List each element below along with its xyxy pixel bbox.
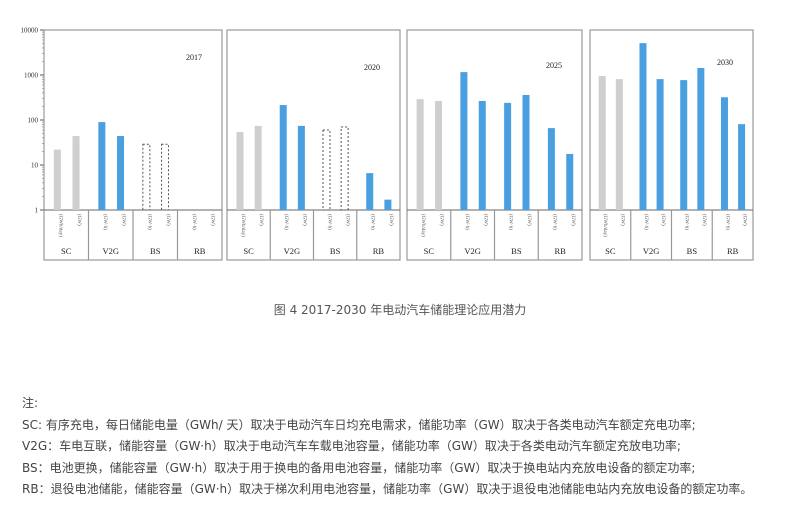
notes-title: 注: — [22, 396, 39, 410]
bar-unit-label: (GW) — [121, 214, 126, 226]
bar-unit-label: (GW) — [570, 214, 575, 226]
note-bs: BS：电池更换，储能容量（GW·h）取决于用于换电的备用电池容量，储能功率（GW… — [22, 460, 696, 475]
bar-2025-V2G-1 — [478, 100, 486, 210]
bar-unit-label: (GW·h) — [370, 214, 375, 230]
bar-unit-label: (GWh/day) — [57, 214, 62, 237]
bar-2030-SC-1 — [615, 79, 623, 210]
bar-unit-label: (GW) — [210, 214, 215, 226]
bar-unit-label: (GW) — [345, 214, 350, 226]
bar-unit-label: (GW) — [742, 214, 747, 226]
bar-unit-label: (GW) — [701, 214, 706, 226]
bar-unit-label: (GWh/day) — [240, 214, 245, 237]
bar-2030-BS-0 — [680, 80, 688, 211]
bar-2030-SC-0 — [598, 76, 606, 210]
group-label-BS: BS — [330, 246, 341, 256]
bar-2025-BS-0 — [504, 102, 512, 210]
bar-unit-label: (GW) — [619, 214, 624, 226]
bar-unit-label: (GW·h) — [191, 214, 196, 230]
bar-2020-BS-1 — [340, 126, 349, 211]
group-label-V2G: V2G — [102, 246, 119, 256]
panel-year-label: 2025 — [546, 61, 562, 70]
bar-2020-SC-1 — [254, 125, 262, 210]
bar-2017-SC-0 — [53, 149, 61, 210]
bar-2030-V2G-0 — [639, 43, 647, 211]
group-label-SC: SC — [605, 246, 616, 256]
bar-2025-RB-0 — [547, 128, 555, 210]
bar-2017-BS-0 — [142, 143, 151, 211]
group-label-BS: BS — [687, 246, 698, 256]
bar-unit-label: (GW·h) — [724, 214, 729, 230]
bar-2017-SC-1 — [72, 136, 80, 210]
group-label-V2G: V2G — [643, 246, 660, 256]
group-label-SC: SC — [61, 246, 72, 256]
bar-2030-RB-1 — [738, 124, 746, 210]
group-label-BS: BS — [511, 246, 522, 256]
group-label-RB: RB — [554, 246, 566, 256]
bar-2020-RB-0 — [366, 173, 374, 210]
bar-2025-BS-1 — [522, 94, 530, 210]
group-label-V2G: V2G — [284, 246, 301, 256]
note-rb: RB：退役电池储能，储能容量（GW·h）取决于梯次利用电池容量，储能功率（GW）… — [22, 482, 753, 496]
bar-unit-label: (GW) — [388, 214, 393, 226]
bar-unit-label: (GW·h) — [326, 214, 331, 230]
bar-2020-V2G-0 — [279, 105, 287, 210]
bar-2017-V2G-1 — [117, 136, 125, 210]
bar-unit-label: (GW·h) — [684, 214, 689, 230]
panel-year-label: 2020 — [364, 63, 380, 72]
group-label-V2G: V2G — [464, 246, 481, 256]
bar-unit-label: (GW) — [258, 214, 263, 226]
y-tick-label: 100 — [28, 117, 39, 125]
note-sc: SC: 有序充电，每日储能电量（GWh/ 天）取决于电动汽车日均充电需求，储能功… — [22, 417, 696, 432]
y-tick-label: 1 — [35, 207, 39, 215]
bar-unit-label: (GW) — [526, 214, 531, 226]
bar-2030-RB-0 — [720, 97, 728, 210]
group-label-RB: RB — [727, 246, 739, 256]
group-label-BS: BS — [150, 246, 161, 256]
y-tick-label: 1000 — [24, 72, 39, 80]
bar-2020-V2G-1 — [297, 125, 305, 210]
bar-2025-SC-1 — [435, 100, 442, 210]
bar-2025-SC-0 — [416, 99, 424, 210]
bar-unit-label: (GWh/day) — [602, 214, 607, 237]
bar-2030-V2G-1 — [656, 79, 664, 210]
bar-2017-BS-1 — [161, 143, 170, 211]
bar-unit-label: (GW) — [660, 214, 665, 226]
group-label-SC: SC — [424, 246, 435, 256]
bar-unit-label: (GW) — [76, 214, 81, 226]
bar-2017-V2G-0 — [98, 122, 106, 210]
bar-2025-V2G-0 — [460, 72, 468, 210]
bar-unit-label: (GW·h) — [146, 214, 151, 230]
bar-unit-label: (GW) — [482, 214, 487, 226]
bar-unit-label: (GW) — [165, 214, 170, 226]
y-tick-label: 10000 — [21, 27, 39, 35]
bar-unit-label: (GW) — [301, 214, 306, 226]
bar-unit-label: (GW) — [439, 214, 444, 226]
y-tick-label: 10 — [31, 162, 39, 170]
bar-unit-label: (GW·h) — [464, 214, 469, 230]
bar-2020-BS-0 — [322, 129, 331, 211]
group-label-RB: RB — [373, 246, 385, 256]
bar-unit-label: (GW·h) — [283, 214, 288, 230]
bar-2020-RB-1 — [384, 199, 392, 210]
notes: 注: SC: 有序充电，每日储能电量（GWh/ 天）取决于电动汽车日均充电需求，… — [22, 393, 752, 501]
bar-unit-label: (GW·h) — [551, 214, 556, 230]
bar-2020-SC-0 — [236, 132, 244, 210]
panel-year-label: 2030 — [717, 58, 733, 67]
panel-year-label: 2017 — [186, 53, 202, 62]
bar-unit-label: (GW·h) — [102, 214, 107, 230]
figure-caption: 图 4 2017-2030 年电动汽车储能理论应用潜力 — [273, 303, 527, 317]
bar-unit-label: (GWh/day) — [420, 214, 425, 237]
bar-unit-label: (GW·h) — [508, 214, 513, 230]
bar-unit-label: (GW·h) — [643, 214, 648, 230]
storage-potential-chart: 1 10 100 1000 10000 2017 SC (GWh/day) (GW) V2G (GW… — [21, 27, 754, 261]
group-label-SC: SC — [243, 246, 254, 256]
note-v2g: V2G：车电互联，储能容量（GW·h）取决于电动汽车车载电池容量，储能功率（GW… — [22, 439, 681, 453]
bar-2030-BS-1 — [697, 68, 705, 210]
bar-2025-RB-1 — [566, 153, 574, 210]
group-label-RB: RB — [194, 246, 206, 256]
